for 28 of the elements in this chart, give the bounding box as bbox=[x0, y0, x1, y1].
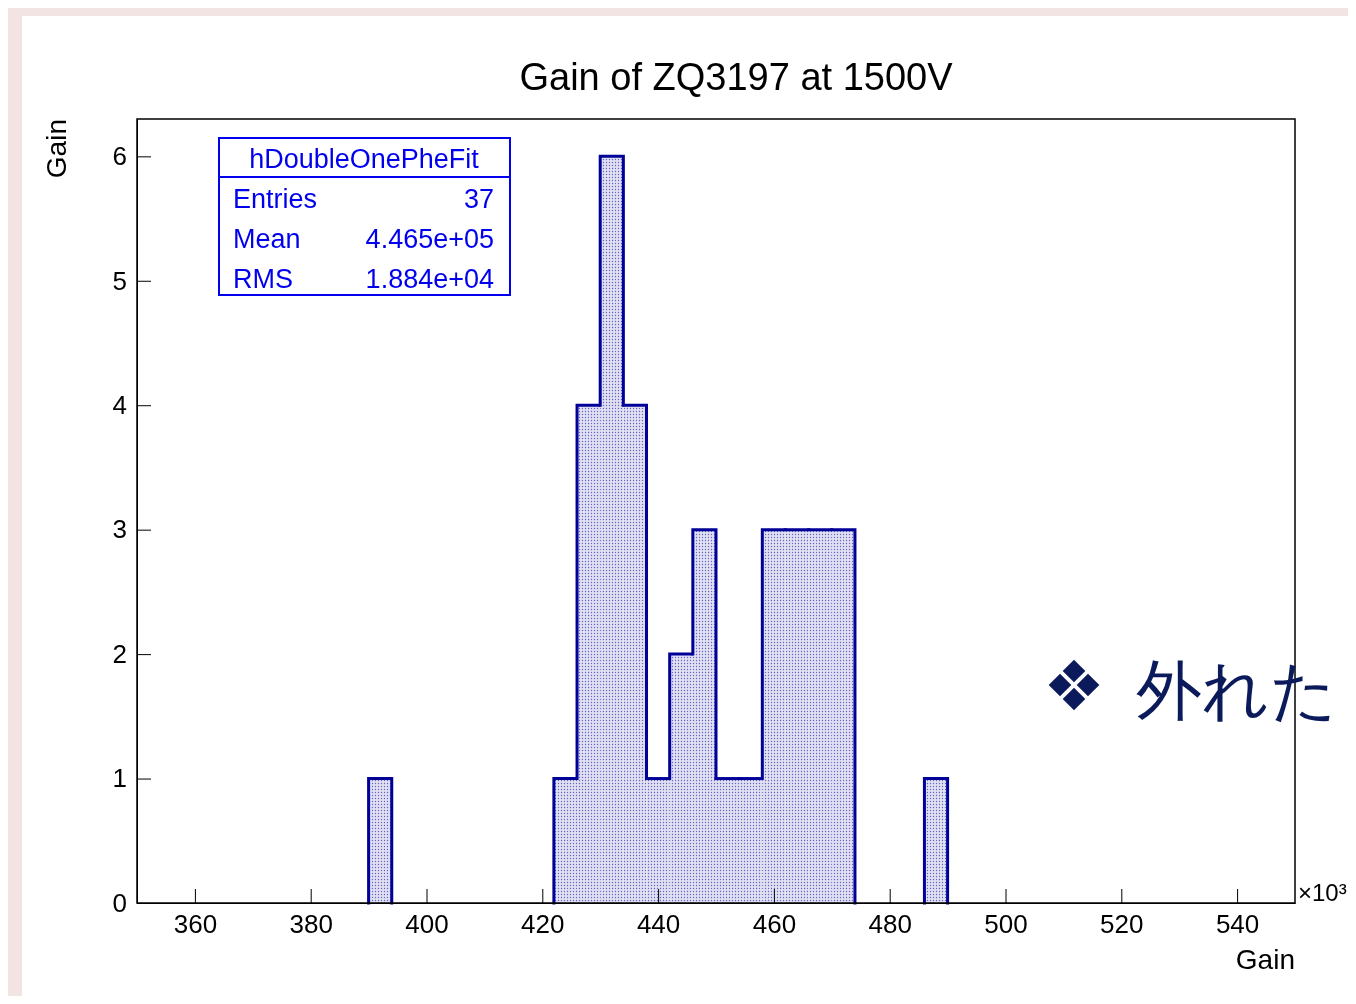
x-tick-label: 480 bbox=[868, 909, 912, 940]
y-tick-label: 5 bbox=[112, 265, 127, 296]
x-tick-label: 420 bbox=[521, 909, 565, 940]
annotation: 1.884e+04 bbox=[365, 264, 494, 294]
y-axis-title: Gain bbox=[41, 119, 72, 179]
x-axis-title: Gain bbox=[1235, 944, 1295, 975]
y-tick-label: 3 bbox=[112, 514, 127, 545]
x-tick-label: 520 bbox=[1100, 909, 1144, 940]
x-tick-label: 440 bbox=[636, 909, 681, 940]
x-tick-label: 460 bbox=[752, 909, 797, 940]
y-tick-label: 4 bbox=[112, 390, 127, 421]
x-tick-label: 380 bbox=[289, 909, 333, 940]
annotation: 37 bbox=[463, 184, 494, 214]
annotation: Entries bbox=[233, 184, 318, 214]
annotation: Mean bbox=[233, 224, 301, 254]
y-tick-label: 2 bbox=[112, 638, 127, 669]
y-tick-label: 0 bbox=[112, 887, 127, 918]
annotation: hDoubleOnePheFit bbox=[249, 144, 480, 174]
x-tick-label: 360 bbox=[173, 909, 218, 940]
chart-title: Gain of ZQ3197 at 1500V bbox=[519, 56, 954, 98]
y-tick-label: 1 bbox=[112, 763, 127, 794]
annotation: 4.465e+05 bbox=[365, 224, 494, 254]
annotation: RMS bbox=[233, 264, 293, 294]
text: ×10³ bbox=[1298, 879, 1347, 906]
x-tick-label: 500 bbox=[984, 909, 1028, 940]
y-tick-label: 6 bbox=[112, 141, 127, 172]
x-tick-label: 400 bbox=[405, 909, 449, 940]
x-tick-label: 540 bbox=[1215, 909, 1260, 940]
